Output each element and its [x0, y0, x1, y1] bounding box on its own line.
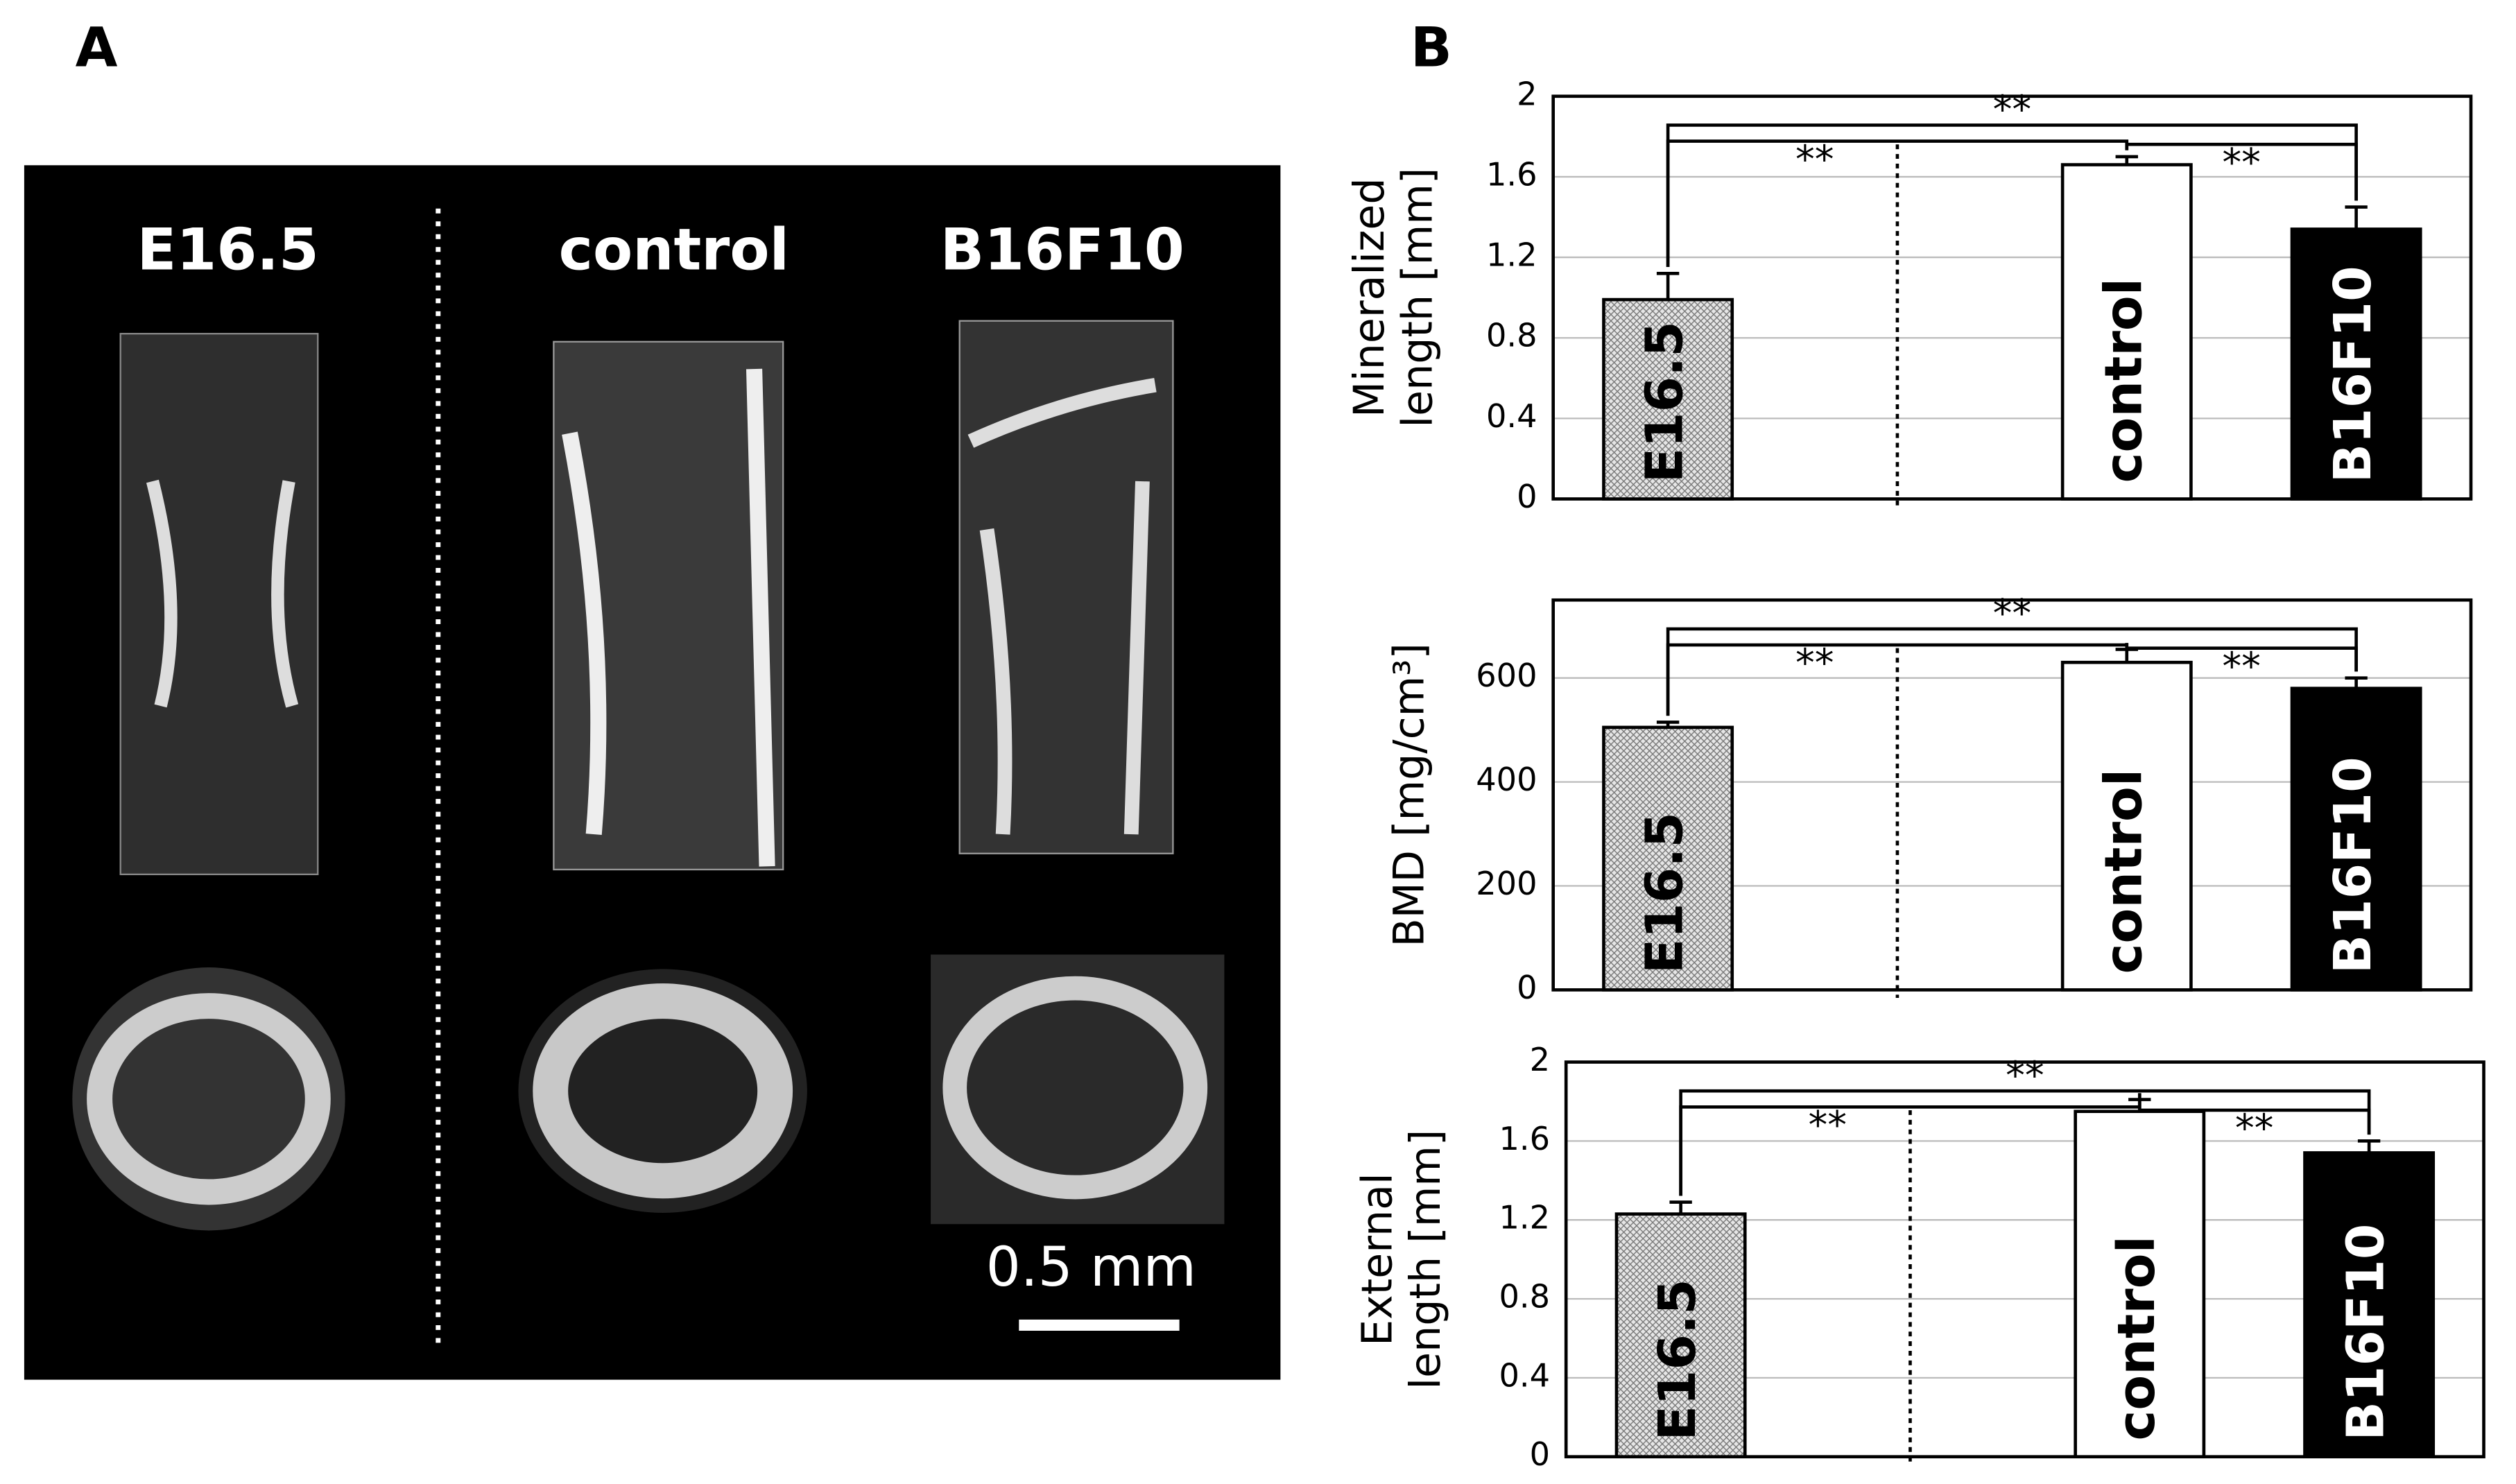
bar: [2060, 660, 2193, 992]
y-tick-label: 0: [1517, 478, 1537, 515]
bar-label: B16F10: [2336, 1224, 2396, 1441]
bar-label: E16.5: [1635, 321, 1695, 483]
y-axis-label: Mineralized: [1345, 178, 1394, 417]
significance-bracket: [2125, 142, 2358, 201]
bar: [1602, 297, 1734, 501]
column-label: B16F10: [940, 216, 1184, 283]
significance-label: **: [1795, 137, 1834, 182]
significance-bracket: [2125, 643, 2358, 672]
bar-label: control: [2094, 278, 2153, 483]
y-tick-label: 2: [1517, 75, 1537, 112]
significance-label: **: [2222, 644, 2261, 689]
y-tick-label: 400: [1476, 761, 1537, 798]
y-tick-label: 1.2: [1499, 1199, 1550, 1236]
y-tick-label: 1.2: [1486, 236, 1537, 274]
cross-section: [942, 976, 1208, 1200]
y-tick-label: 2: [1530, 1041, 1550, 1078]
y-tick-label: 600: [1476, 657, 1537, 694]
microct-panel: E16.5 control B16F10 0.5 mm: [24, 165, 1281, 1380]
significance-label: **: [2222, 140, 2261, 185]
bar: [2303, 1151, 2436, 1458]
column-label: E16.5: [137, 216, 319, 283]
bar: [2074, 1110, 2206, 1458]
y-axis-label: length [mm]: [1402, 1130, 1450, 1390]
y-tick-label: 200: [1476, 865, 1537, 902]
significance-label: **: [1809, 1103, 1847, 1148]
significance-label: **: [1993, 592, 2032, 637]
y-tick-label: 0.8: [1486, 317, 1537, 354]
plot-frame: [1551, 94, 2473, 501]
significance-label: **: [1993, 87, 2032, 132]
cross-section: [533, 983, 793, 1199]
significance-label: **: [2235, 1106, 2274, 1151]
bar: [2290, 687, 2422, 992]
bar: [2060, 163, 2193, 501]
bar-label: control: [2107, 1236, 2166, 1441]
scale-bar-label: 0.5 mm: [986, 1235, 1196, 1299]
y-tick-label: 0.8: [1499, 1278, 1550, 1315]
y-tick-label: 0.4: [1486, 397, 1537, 435]
panel-label: A: [76, 16, 118, 80]
bar: [1602, 725, 1734, 992]
bone-image: [967, 377, 1157, 835]
y-tick-label: 1.6: [1486, 155, 1537, 193]
bar-label: control: [2094, 769, 2153, 974]
significance-bracket: [2137, 1093, 2371, 1135]
bar-label: E16.5: [1635, 812, 1695, 974]
y-tick-label: 0.4: [1499, 1356, 1550, 1394]
y-axis-label: BMD [mg/cm³]: [1386, 643, 1434, 947]
column-label: control: [559, 216, 789, 283]
bone-image: [146, 479, 299, 708]
significance-label: **: [1795, 641, 1834, 686]
y-tick-label: 0: [1517, 969, 1537, 1006]
bone-image: [119, 333, 319, 876]
y-axis-label: length [mm]: [1393, 168, 1442, 428]
y-tick-label: 0: [1530, 1435, 1550, 1473]
y-tick-label: 1.6: [1499, 1120, 1550, 1157]
plot-frame: [1551, 598, 2473, 992]
bar: [1614, 1212, 1747, 1458]
bar-label: B16F10: [2323, 266, 2383, 483]
cross-section: [87, 993, 331, 1205]
panel-label: B: [1411, 16, 1452, 80]
bar: [2290, 227, 2422, 501]
significance-label: **: [2006, 1053, 2044, 1098]
bone-image: [562, 368, 775, 867]
y-axis-label: External: [1353, 1173, 1402, 1346]
plot-frame: [1564, 1060, 2485, 1458]
bar-label: B16F10: [2323, 757, 2383, 974]
bar-label: E16.5: [1648, 1279, 1707, 1440]
